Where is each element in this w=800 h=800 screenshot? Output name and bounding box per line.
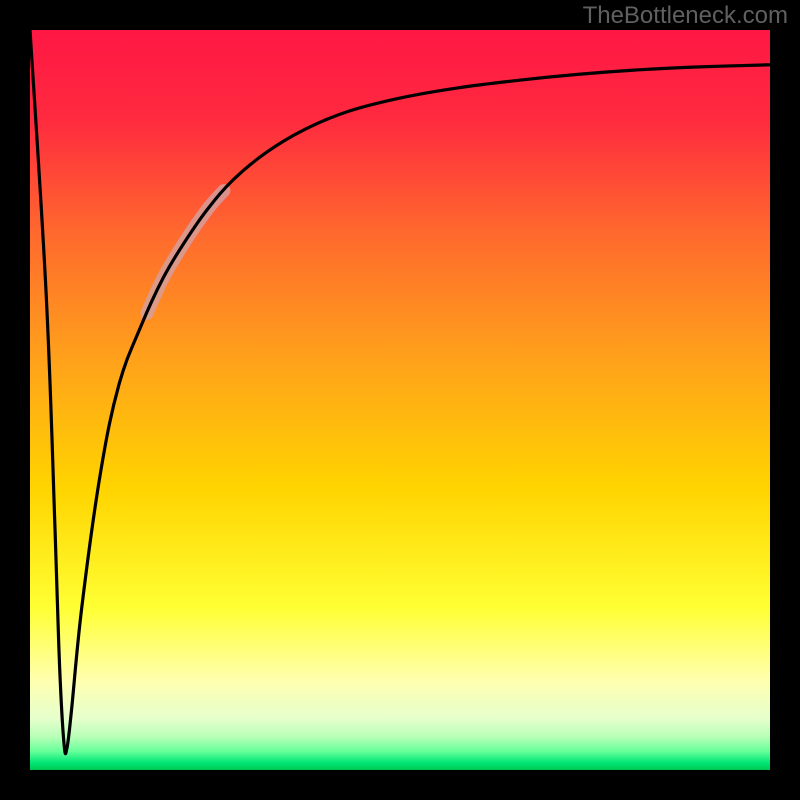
bottleneck-chart [0,0,800,800]
chart-container: TheBottleneck.com [0,0,800,800]
watermark-text: TheBottleneck.com [583,2,788,30]
plot-gradient-background [30,30,770,770]
